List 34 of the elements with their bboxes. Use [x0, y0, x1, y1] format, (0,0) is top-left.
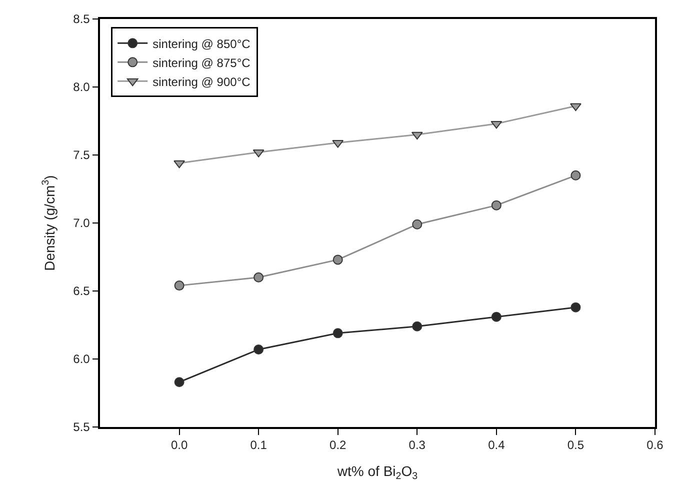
legend-label: sintering @ 850°C: [152, 36, 251, 51]
point: [174, 160, 185, 168]
y-tick-label: 8.5: [73, 12, 90, 26]
point: [491, 200, 502, 210]
legend-label: sintering @ 900°C: [152, 74, 251, 89]
x-tick-label: 0.1: [250, 438, 268, 452]
y-tick-label: 5.5: [73, 420, 90, 434]
y-tick-label: 7.5: [73, 148, 90, 162]
x-axis-title: wt% of Bi$_{2}$O$_{3}$: [336, 462, 418, 482]
point: [491, 312, 502, 322]
y-tick-label: 6.5: [73, 284, 90, 298]
point: [490, 120, 502, 129]
point: [570, 302, 581, 312]
x-tick-label: 0.3: [408, 438, 426, 452]
point: [412, 321, 422, 332]
point: [174, 280, 184, 291]
y-tick-label: 6.0: [73, 352, 90, 366]
legend-label: sintering @ 875°C: [152, 56, 251, 70]
x-tick-label: 0.6: [646, 438, 664, 452]
x-tick-label: 0.2: [330, 438, 347, 452]
x-tick-label: 0.5: [567, 438, 584, 452]
point: [570, 170, 581, 180]
point: [332, 328, 343, 338]
y-tick-label: 8.0: [73, 80, 90, 94]
point: [570, 103, 582, 112]
y-tick-label: 7.0: [73, 216, 90, 230]
point: [254, 272, 264, 282]
x-tick-label: 0.0: [170, 438, 188, 452]
point: [411, 132, 423, 140]
point: [332, 254, 343, 265]
point: [254, 344, 264, 354]
point: [412, 219, 422, 230]
point: [174, 377, 184, 388]
x-tick-label: 0.4: [488, 438, 506, 452]
